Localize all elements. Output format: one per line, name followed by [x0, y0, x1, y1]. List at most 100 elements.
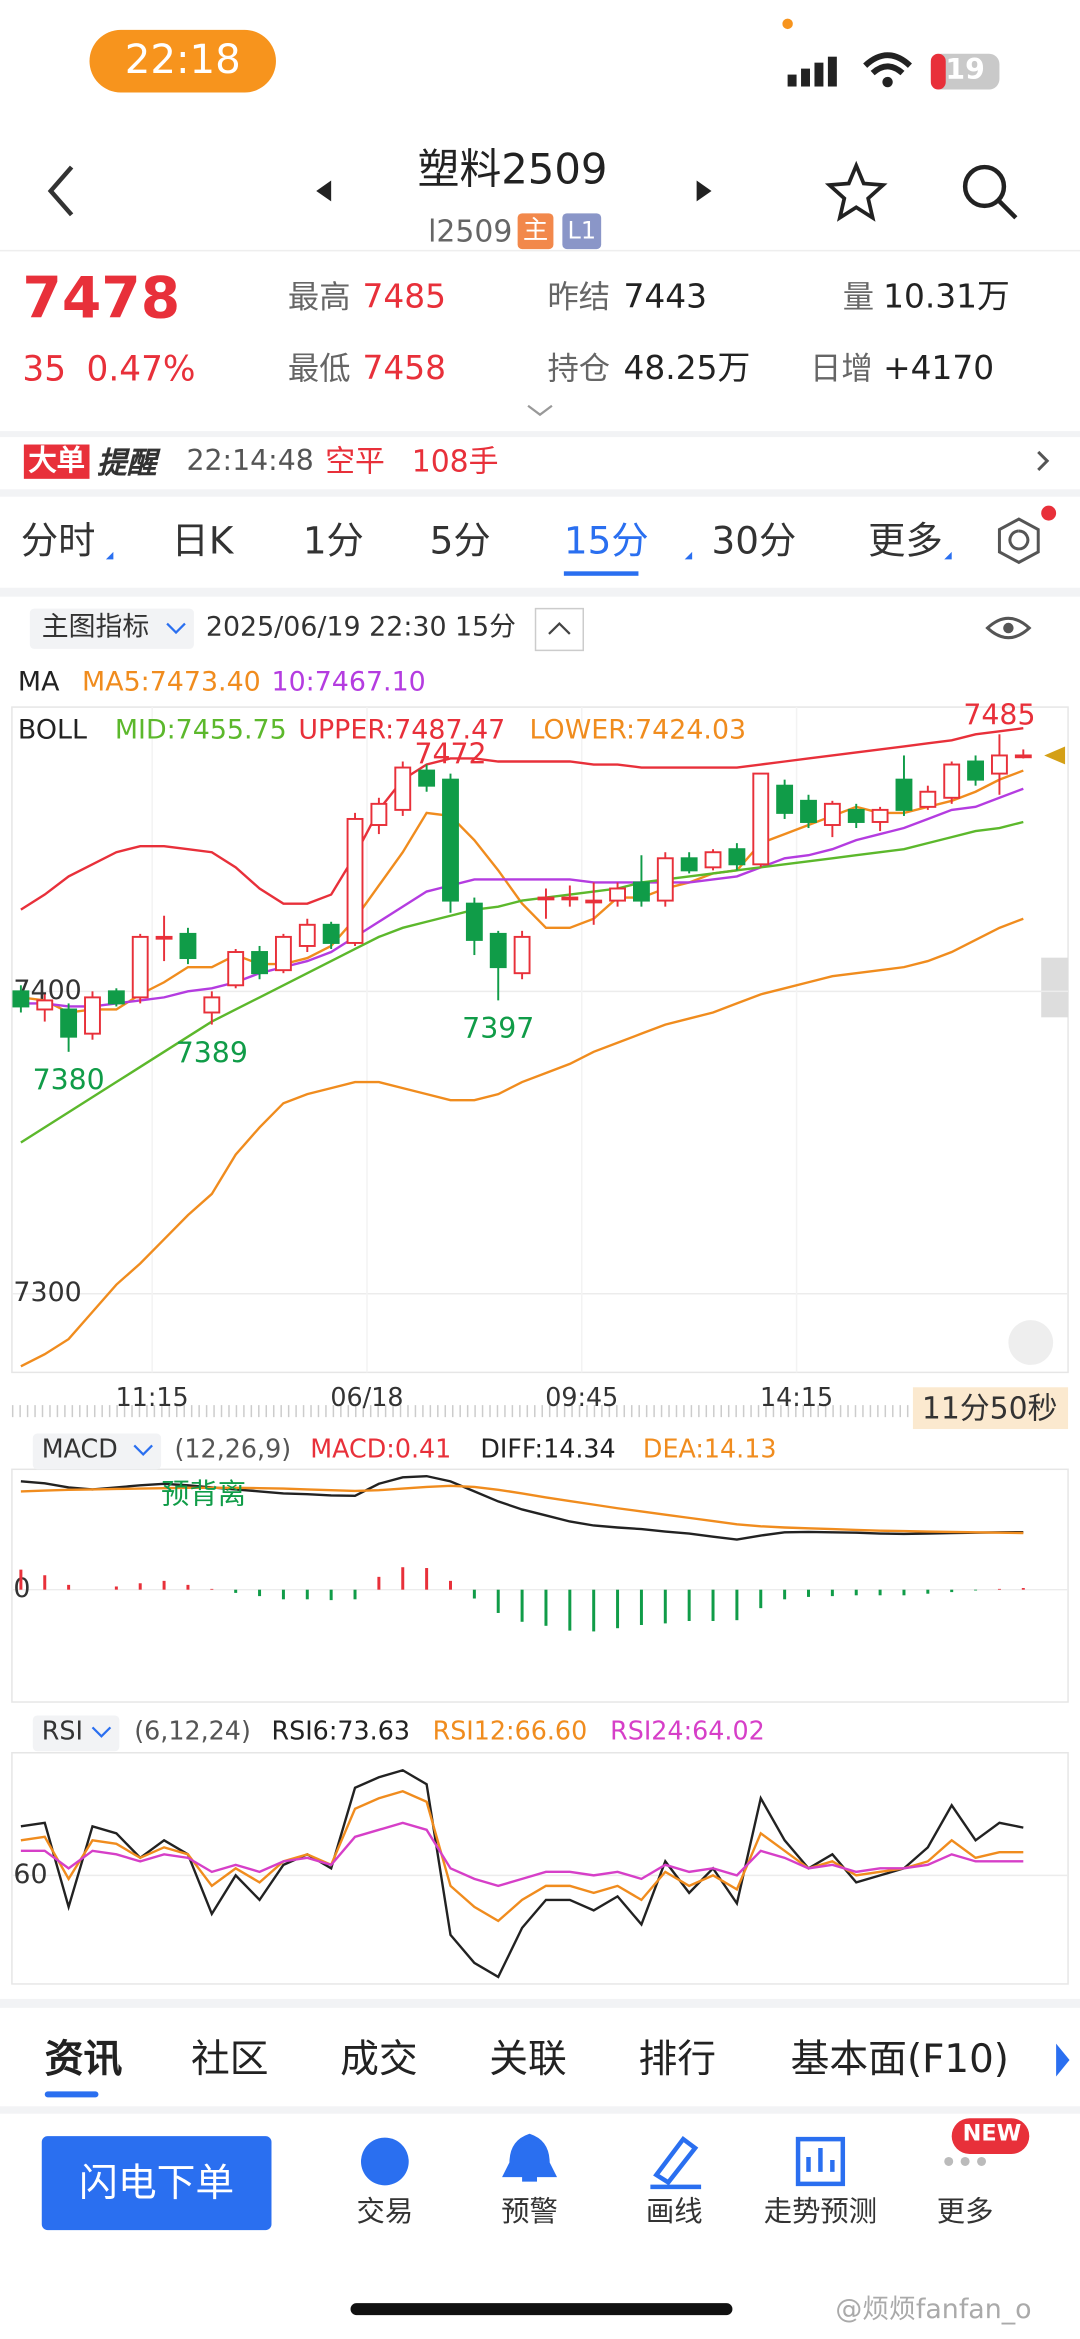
signal-icon-part: [801, 68, 810, 87]
macd-bar: [759, 1589, 763, 1609]
forecast-icon[interactable]: [795, 2136, 846, 2187]
candle-body: [489, 932, 507, 969]
macd-bar: [950, 1589, 954, 1593]
candle-body: [513, 935, 531, 975]
legend-title: BOLL: [17, 714, 87, 746]
candle-body: [107, 990, 125, 1005]
action-label: 更多: [936, 2195, 994, 2229]
period-tab[interactable]: 分时: [20, 519, 96, 563]
period-tab[interactable]: 日K: [171, 519, 234, 563]
candle-body: [298, 923, 316, 947]
more-icon[interactable]: [944, 2156, 987, 2166]
period-tab[interactable]: 5分: [429, 519, 491, 563]
info-tab[interactable]: 资讯: [44, 2037, 123, 2083]
candle-body: [800, 799, 817, 823]
legend-title[interactable]: MACD: [41, 1435, 118, 1465]
fullscreen-icon[interactable]: [1008, 1320, 1054, 1365]
legend-item: LOWER:7424.03: [529, 714, 747, 746]
legend-item: MACD:0.41: [310, 1435, 452, 1465]
favorite-icon[interactable]: [824, 160, 888, 222]
rsi-box: [32, 1715, 120, 1752]
macd-bar: [1021, 1588, 1025, 1590]
bell-icon[interactable]: [502, 2133, 558, 2182]
macd-bar: [568, 1589, 572, 1631]
more-icon-part: [944, 2156, 954, 2166]
stat-value: 7485: [362, 278, 447, 317]
alert-action: 空平: [325, 443, 385, 479]
legend-item: DIFF:14.34: [480, 1435, 616, 1465]
line-rsi12: [20, 1790, 1024, 1923]
macd-bar: [830, 1589, 834, 1597]
legend-item: DEA:14.13: [642, 1435, 777, 1465]
legend-title[interactable]: RSI: [41, 1716, 83, 1747]
battery: [930, 53, 1000, 90]
stat-label: 昨结: [547, 278, 611, 315]
info-tab[interactable]: 基本面(F10): [790, 2037, 1009, 2083]
stat-value: 7458: [362, 350, 447, 388]
divergence-note: 预背离: [161, 1478, 247, 1512]
candle-body: [847, 808, 865, 823]
candle-body: [680, 857, 698, 872]
candle-body: [943, 763, 961, 799]
period-tab[interactable]: 15分: [563, 519, 649, 563]
info-tab[interactable]: 排行: [638, 2037, 717, 2083]
candle-body: [251, 951, 268, 975]
trade-icon[interactable]: [360, 2137, 409, 2186]
stat-label: 最高: [287, 278, 351, 315]
candle-body: [442, 778, 459, 902]
candle-body: [561, 896, 579, 901]
macd-bar: [496, 1589, 500, 1613]
next-icon[interactable]: [696, 180, 712, 202]
candle-body: [394, 766, 412, 811]
candle-body: [609, 887, 626, 902]
macd-bar: [186, 1584, 190, 1590]
macd-bar: [472, 1589, 476, 1599]
prev-icon[interactable]: [316, 180, 332, 202]
signal-icon: [787, 56, 837, 87]
period-tab[interactable]: 30分: [711, 519, 797, 563]
chart-period: 15分: [454, 611, 516, 643]
pen-icon[interactable]: [650, 2135, 702, 2190]
main-badge: 主: [517, 213, 554, 250]
period-tab[interactable]: 1分: [302, 519, 364, 563]
search-icon[interactable]: [962, 164, 1007, 209]
macd-bar: [305, 1589, 309, 1600]
settings-icon[interactable]: [997, 517, 1040, 565]
legend-item: 10:7467.10: [271, 666, 426, 699]
collapse-box[interactable]: [534, 607, 585, 652]
macd-bar: [639, 1589, 643, 1625]
dropdown-icon: [133, 1444, 153, 1456]
candle-body: [967, 760, 984, 781]
main-panel: [11, 706, 1069, 1374]
candle-body: [776, 784, 794, 814]
candle-body: [823, 802, 841, 826]
indicator-selector[interactable]: 主图指标: [41, 611, 150, 643]
wifi-dot: [882, 76, 893, 88]
stat-label: 日增: [809, 350, 873, 387]
macd-bar: [735, 1589, 739, 1621]
macd-bar: [377, 1576, 381, 1590]
info-tab[interactable]: 成交: [340, 2037, 418, 2083]
separator: [0, 489, 1080, 497]
stat-value: 10.31万: [883, 278, 1010, 317]
period-tab[interactable]: 更多: [868, 519, 943, 563]
y-tick-label: 7300: [13, 1277, 81, 1308]
macd-bar: [783, 1589, 787, 1600]
macd-bar: [425, 1568, 429, 1590]
candle-body: [919, 790, 937, 808]
eye-icon[interactable]: [985, 616, 1032, 640]
macd-bar: [902, 1589, 906, 1596]
stat-value: 48.25万: [623, 350, 751, 388]
info-tab[interactable]: 关联: [489, 2037, 567, 2083]
countdown: 11分50秒: [921, 1390, 1058, 1427]
order-button[interactable]: [41, 2136, 272, 2231]
info-tab[interactable]: 社区: [190, 2037, 269, 2083]
candle-body: [633, 881, 650, 902]
tabs-more-arrow: [1056, 2043, 1070, 2077]
macd-bar: [544, 1589, 548, 1626]
expand-icon[interactable]: [527, 404, 553, 417]
back-icon[interactable]: [47, 165, 74, 217]
order-button-label[interactable]: 闪电下单: [79, 2161, 235, 2207]
candle-body: [12, 990, 30, 1008]
